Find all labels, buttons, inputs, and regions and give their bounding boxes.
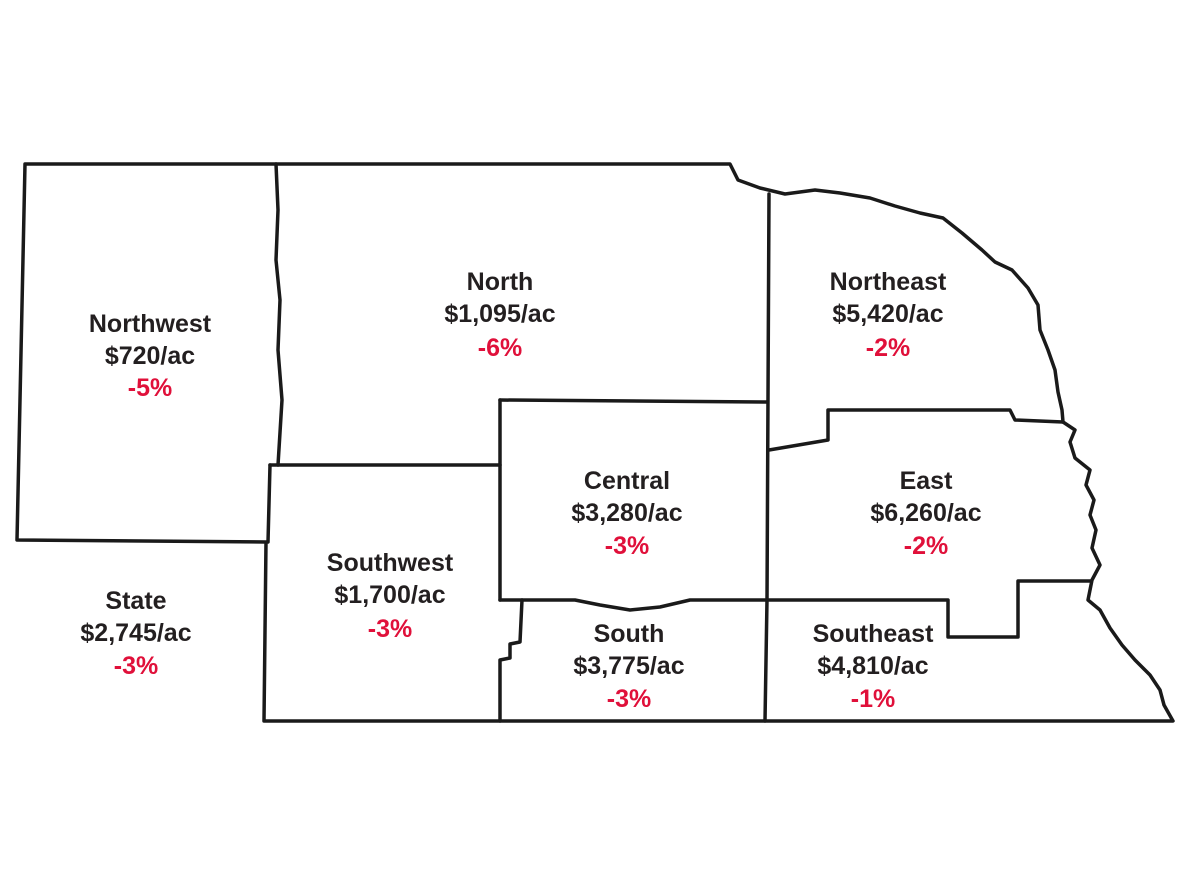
region-southwest-change: -3% [368,615,412,643]
region-north-name: North [467,268,534,296]
region-northwest: Northwest $720/ac -5% [89,310,212,402]
state-summary-value: $2,745/ac [80,619,191,647]
region-southwest: Southwest $1,700/ac -3% [327,549,454,643]
northwest-north-border [274,162,284,467]
state-summary-change: -3% [114,652,158,680]
region-south-change: -3% [607,685,651,713]
region-southeast-change: -1% [851,685,895,713]
region-north-change: -6% [478,334,522,362]
region-northwest-value: $720/ac [105,342,195,370]
region-northeast-change: -2% [866,334,910,362]
region-east-change: -2% [904,532,948,560]
region-southeast-value: $4,810/ac [817,652,928,680]
region-northeast-name: Northeast [830,268,947,296]
region-boundaries [15,162,1175,723]
south-southeast-border [763,598,769,723]
region-south-name: South [594,620,665,648]
central-top-border [498,398,769,404]
region-east-name: East [900,467,953,495]
region-south: South $3,775/ac -3% [573,620,684,713]
south-west-border [498,598,524,723]
region-central-name: Central [584,467,670,495]
region-northwest-name: Northwest [89,310,212,338]
region-southeast: Southeast $4,810/ac -1% [813,620,935,713]
state-outline [15,162,1175,723]
region-southwest-name: Southwest [327,549,454,577]
southwest-west-border [266,463,272,544]
northeast-east-border [767,408,1065,452]
region-central-value: $3,280/ac [571,499,682,527]
region-east: East $6,260/ac -2% [870,467,981,560]
region-southeast-name: Southeast [813,620,935,648]
region-northwest-change: -5% [128,374,172,402]
region-north-value: $1,095/ac [444,300,555,328]
region-northeast: Northeast $5,420/ac -2% [830,268,947,362]
east-southeast-border [765,579,1092,639]
region-east-value: $6,260/ac [870,499,981,527]
central-south-border [498,598,769,612]
region-central-change: -3% [605,532,649,560]
state-summary: State $2,745/ac -3% [80,587,191,680]
region-northeast-value: $5,420/ac [832,300,943,328]
region-south-value: $3,775/ac [573,652,684,680]
region-north: North $1,095/ac -6% [444,268,555,362]
region-central: Central $3,280/ac -3% [571,467,682,560]
state-summary-name: State [105,587,166,615]
region-southwest-value: $1,700/ac [334,581,445,609]
north-northeast-border [765,192,771,602]
